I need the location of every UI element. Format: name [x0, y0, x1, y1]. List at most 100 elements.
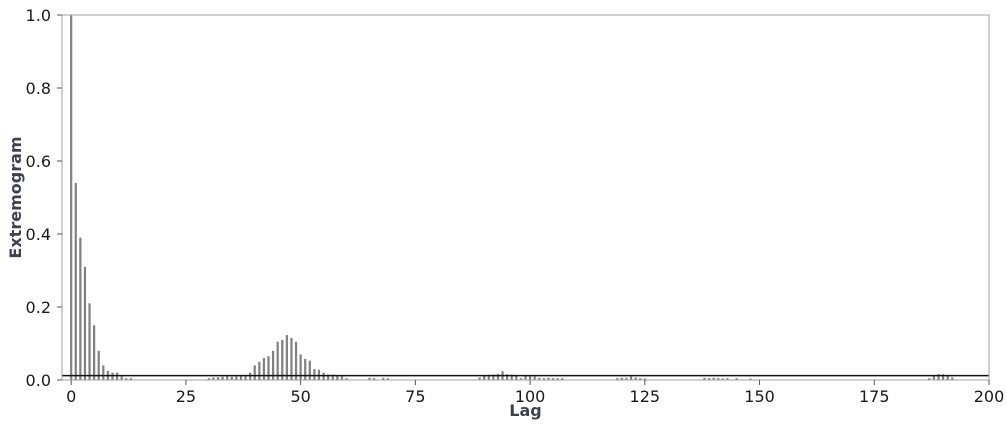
x-tick-label: 200 — [974, 387, 1005, 406]
y-tick-label: 1.0 — [26, 6, 51, 25]
plot-frame — [61, 14, 990, 381]
bar — [717, 378, 720, 380]
bar — [267, 356, 270, 380]
bar — [492, 374, 495, 380]
bar — [331, 374, 334, 380]
x-tick-label: 100 — [515, 387, 546, 406]
bar — [625, 377, 628, 380]
bar — [125, 378, 128, 380]
bar — [946, 375, 949, 380]
bar — [634, 377, 637, 380]
bar — [561, 378, 564, 380]
bar — [942, 374, 945, 380]
x-axis: 0 25 50 75 100 125 150 175 200 — [66, 380, 1004, 406]
bar — [478, 377, 481, 380]
bar — [345, 378, 348, 380]
bar — [937, 374, 940, 380]
bar — [336, 375, 339, 380]
x-tick-label: 75 — [405, 387, 425, 406]
bar — [340, 376, 344, 380]
x-tick-label: 175 — [859, 387, 890, 406]
bar — [542, 378, 545, 380]
y-axis: 0.0 0.2 0.4 0.6 0.8 1.0 — [26, 6, 62, 390]
bar — [212, 377, 215, 380]
bar — [294, 341, 298, 380]
bar — [281, 339, 284, 380]
bar — [928, 378, 931, 380]
y-axis-title: Extremogram — [6, 136, 25, 258]
bar — [524, 375, 527, 380]
bar — [272, 350, 275, 380]
bars-layer — [70, 15, 954, 381]
bar — [629, 376, 633, 380]
bar — [643, 378, 646, 380]
bar — [290, 338, 293, 380]
y-tick-label: 0.6 — [26, 152, 51, 171]
x-tick-label: 50 — [290, 387, 310, 406]
bar — [703, 377, 706, 380]
bar — [79, 237, 82, 380]
bar — [382, 377, 385, 380]
bar — [556, 378, 559, 380]
bar — [735, 378, 738, 380]
y-tick-label: 0.2 — [26, 298, 51, 317]
bar — [721, 378, 724, 380]
bar — [285, 335, 288, 380]
bar — [216, 377, 220, 380]
bar — [88, 303, 91, 380]
bar — [235, 376, 238, 380]
bar — [313, 369, 316, 380]
bar — [276, 341, 279, 380]
bar — [239, 375, 243, 380]
y-tick-label: 0.0 — [26, 371, 51, 390]
bar — [299, 354, 302, 380]
bar — [262, 358, 266, 380]
bar — [510, 374, 513, 380]
bar — [519, 378, 523, 380]
bar — [327, 374, 330, 380]
x-tick-label: 25 — [176, 387, 196, 406]
bar — [83, 266, 87, 380]
bar — [308, 360, 311, 380]
y-tick-label: 0.8 — [26, 79, 51, 98]
bar — [515, 375, 518, 380]
bar — [304, 358, 307, 380]
bar — [93, 325, 96, 380]
bar — [74, 182, 77, 380]
bar — [372, 378, 376, 380]
bar — [258, 361, 261, 380]
bar — [221, 376, 224, 380]
x-tick-label: 125 — [630, 387, 661, 406]
bar — [616, 378, 619, 380]
bar — [368, 377, 371, 380]
bar — [230, 376, 233, 380]
bar — [749, 378, 752, 380]
bar — [726, 378, 729, 380]
bar — [487, 374, 490, 380]
x-tick-label: 150 — [744, 387, 775, 406]
bar — [506, 374, 509, 380]
bar — [70, 15, 73, 380]
bar — [551, 378, 555, 380]
bar — [639, 378, 642, 380]
bar — [120, 376, 123, 380]
bar — [496, 373, 500, 380]
bar — [483, 375, 486, 380]
bar — [386, 378, 389, 380]
bar — [129, 378, 132, 380]
bar — [533, 376, 536, 380]
bar — [244, 374, 247, 380]
bar — [547, 377, 550, 380]
bar — [932, 375, 936, 380]
bar — [97, 350, 100, 380]
bar — [951, 377, 954, 380]
bar — [253, 365, 256, 380]
bar — [620, 377, 623, 380]
bar — [712, 377, 715, 380]
bar — [102, 365, 105, 380]
y-tick-label: 0.4 — [26, 225, 51, 244]
bar — [528, 375, 532, 380]
bar — [707, 378, 711, 380]
